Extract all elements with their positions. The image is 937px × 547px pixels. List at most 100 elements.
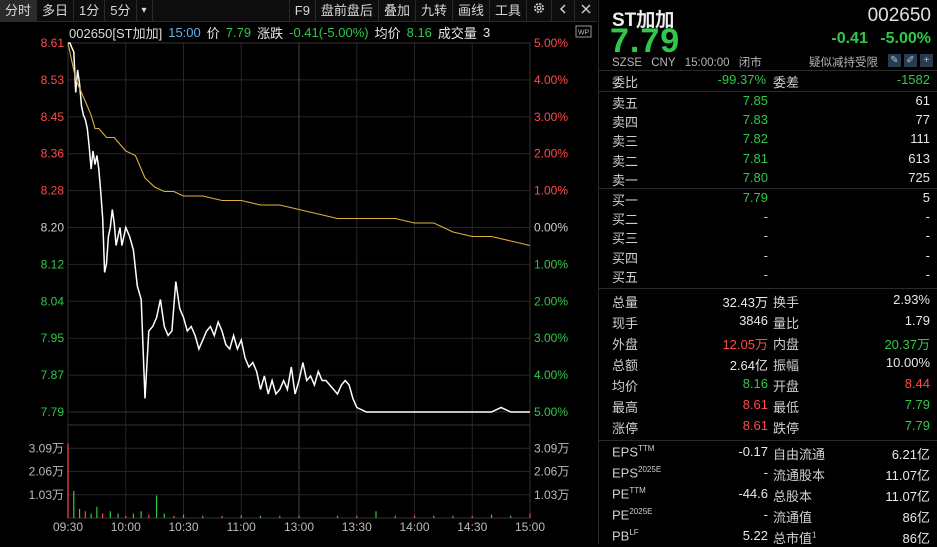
bid-price: - [763, 266, 768, 282]
bid-volume: - [925, 228, 930, 244]
stat-label: 换手 [773, 295, 800, 310]
pct-tick-label: 5.00% [534, 36, 568, 50]
tab-intraday[interactable]: 分时 [0, 0, 38, 22]
fullscreen-icon[interactable]: WP [575, 25, 592, 38]
ask-volume: 61 [915, 93, 930, 108]
draw-line-button[interactable]: 画线 [453, 0, 490, 22]
ask-row[interactable]: 卖五 7.85 61 [599, 93, 937, 112]
info-change-label: 涨跌 [257, 25, 284, 41]
bid-label: 买一 [612, 193, 639, 208]
stat-row[interactable]: 现手 3846 量比 1.79 [599, 313, 937, 332]
nine-turn-button[interactable]: 九转 [416, 0, 453, 22]
price-tick-label: 7.95 [41, 331, 65, 345]
info-time: 15:00 [168, 24, 201, 40]
intraday-chart[interactable]: 8.61 5.00% 8.53 4.00% 8.45 3.00% 8.36 2.00% 8.28… [0, 22, 597, 544]
ask-volume: 725 [908, 169, 930, 185]
fund-label: 流通值 [773, 510, 813, 525]
plot-frame [67, 42, 531, 413]
stat-label: 总额 [612, 358, 639, 373]
bid-row[interactable]: 买四 - - [599, 248, 937, 267]
stat-label: 现手 [612, 316, 639, 331]
status-text: 闭市 [738, 57, 762, 69]
tab-5min[interactable]: 5分 [105, 0, 137, 22]
price-tick-label: 7.87 [41, 368, 65, 382]
f9-button[interactable]: F9 [288, 0, 316, 22]
divider [599, 188, 937, 189]
add-icon[interactable]: + [920, 54, 933, 67]
tab-1min[interactable]: 1分 [74, 0, 106, 22]
tab-multi-day[interactable]: 多日 [37, 0, 75, 22]
fundamental-row[interactable]: - 86亿 PE2025E 流通值 [599, 507, 937, 526]
volume-tick-label: 2.06万 [29, 465, 64, 479]
overlay-button[interactable]: 叠加 [379, 0, 416, 22]
ask-row[interactable]: 卖三 7.82 111 [599, 131, 937, 150]
volume-bars [67, 443, 531, 518]
pct-tick-label: 4.00% [534, 73, 568, 87]
settings-icon[interactable] [527, 0, 552, 22]
ask-price: 7.85 [742, 93, 768, 108]
change-value: -0.41 [831, 30, 868, 47]
stat-value: 2.64亿 [729, 358, 768, 373]
axis-labels: 8.61 5.00% 8.53 4.00% 8.45 3.00% 8.36 2.00% 8.28… [29, 36, 570, 534]
divider [599, 288, 937, 289]
stat-row[interactable]: 总量 32.43万 换手 2.93% [599, 292, 937, 311]
stat-label: 均价 [612, 379, 639, 394]
bid-label: 买五 [612, 269, 639, 285]
edit-icon[interactable]: ✐ [904, 54, 917, 67]
price-tick-label: 8.61 [41, 36, 65, 50]
stat-value: 8.61 [742, 397, 768, 412]
stat-row[interactable]: 最高 8.61 最低 7.79 [599, 397, 937, 416]
ask-price: 7.80 [742, 169, 768, 185]
stat-row[interactable]: 均价 8.16 开盘 8.44 [599, 376, 937, 395]
bid-label: 买二 [612, 212, 639, 228]
time-tick-label: 13:00 [284, 520, 314, 534]
info-avg: 8.16 [406, 24, 432, 40]
info-price-label: 价 [206, 25, 220, 41]
stat-row[interactable]: 外盘 12.05万 内盘 20.37万 [599, 334, 937, 353]
fund-value: -0.17 [738, 444, 768, 459]
fundamental-row[interactable]: - 11.07亿 EPS2025E 流通股本 [599, 465, 937, 484]
fund-label: EPS2025E [612, 465, 662, 481]
stat-label: 涨停 [612, 421, 639, 436]
fund-value: - [763, 507, 768, 522]
fund-value: 5.22 [742, 528, 768, 543]
bid-row[interactable]: 买一 7.79 5 [599, 190, 937, 209]
fund-value: 86亿 [902, 510, 930, 525]
fundamental-row[interactable]: -0.17 6.21亿 EPSTTM 自由流通 [599, 444, 937, 463]
pct-tick-label: 5.00% [534, 405, 568, 419]
volume-tick-label: 3.09万 [29, 441, 64, 455]
market-status: SZSE CNY 15:00:00 闭市 [612, 54, 768, 70]
stat-value: 12.05万 [722, 337, 768, 352]
stock-name: ST加加 [612, 10, 675, 31]
bid-row[interactable]: 买二 - - [599, 209, 937, 228]
fundamental-row[interactable]: -44.6 11.07亿 PETTM 总股本 [599, 486, 937, 505]
price-tick-label: 8.12 [41, 257, 65, 271]
stat-row[interactable]: 涨停 8.61 跌停 7.79 [599, 418, 937, 437]
bid-row[interactable]: 买三 - - [599, 228, 937, 247]
time-tick-label: 14:30 [457, 520, 487, 534]
ask-label: 卖五 [612, 96, 639, 111]
close-icon[interactable] [575, 0, 597, 22]
stat-label: 振幅 [773, 358, 800, 373]
period-dropdown-icon[interactable]: ▾ [137, 0, 153, 22]
order-ratio-row: 委比 -99.37% 委差 -1582 [599, 72, 937, 91]
ask-row[interactable]: 卖一 7.80 725 [599, 170, 937, 189]
stock-code: 002650 [867, 5, 931, 26]
collapse-icon[interactable] [552, 0, 575, 22]
ask-row[interactable]: 卖四 7.83 77 [599, 112, 937, 131]
quote-info-bar: 002650[ST加加] 15:00 价 7.79 涨跌 -0.41(-5.00… [0, 22, 597, 42]
pencil-icon[interactable]: ✎ [888, 54, 901, 67]
pre-post-market-button[interactable]: 盘前盘后 [316, 0, 379, 22]
ask-row[interactable]: 卖二 7.81 613 [599, 151, 937, 170]
tools-button[interactable]: 工具 [490, 0, 527, 22]
ask-price: 7.83 [742, 112, 768, 128]
divider [599, 440, 937, 441]
bid-price: - [763, 228, 768, 244]
stat-value: 1.79 [904, 313, 930, 328]
stat-value: 20.37万 [884, 337, 930, 352]
ratio-label: 委比 [612, 75, 639, 90]
stat-row[interactable]: 总额 2.64亿 振幅 10.00% [599, 355, 937, 374]
bid-volume: - [925, 209, 930, 225]
fundamental-row[interactable]: 5.22 86亿 PBLF 总市值1 [599, 528, 937, 547]
bid-row[interactable]: 买五 - - [599, 267, 937, 286]
